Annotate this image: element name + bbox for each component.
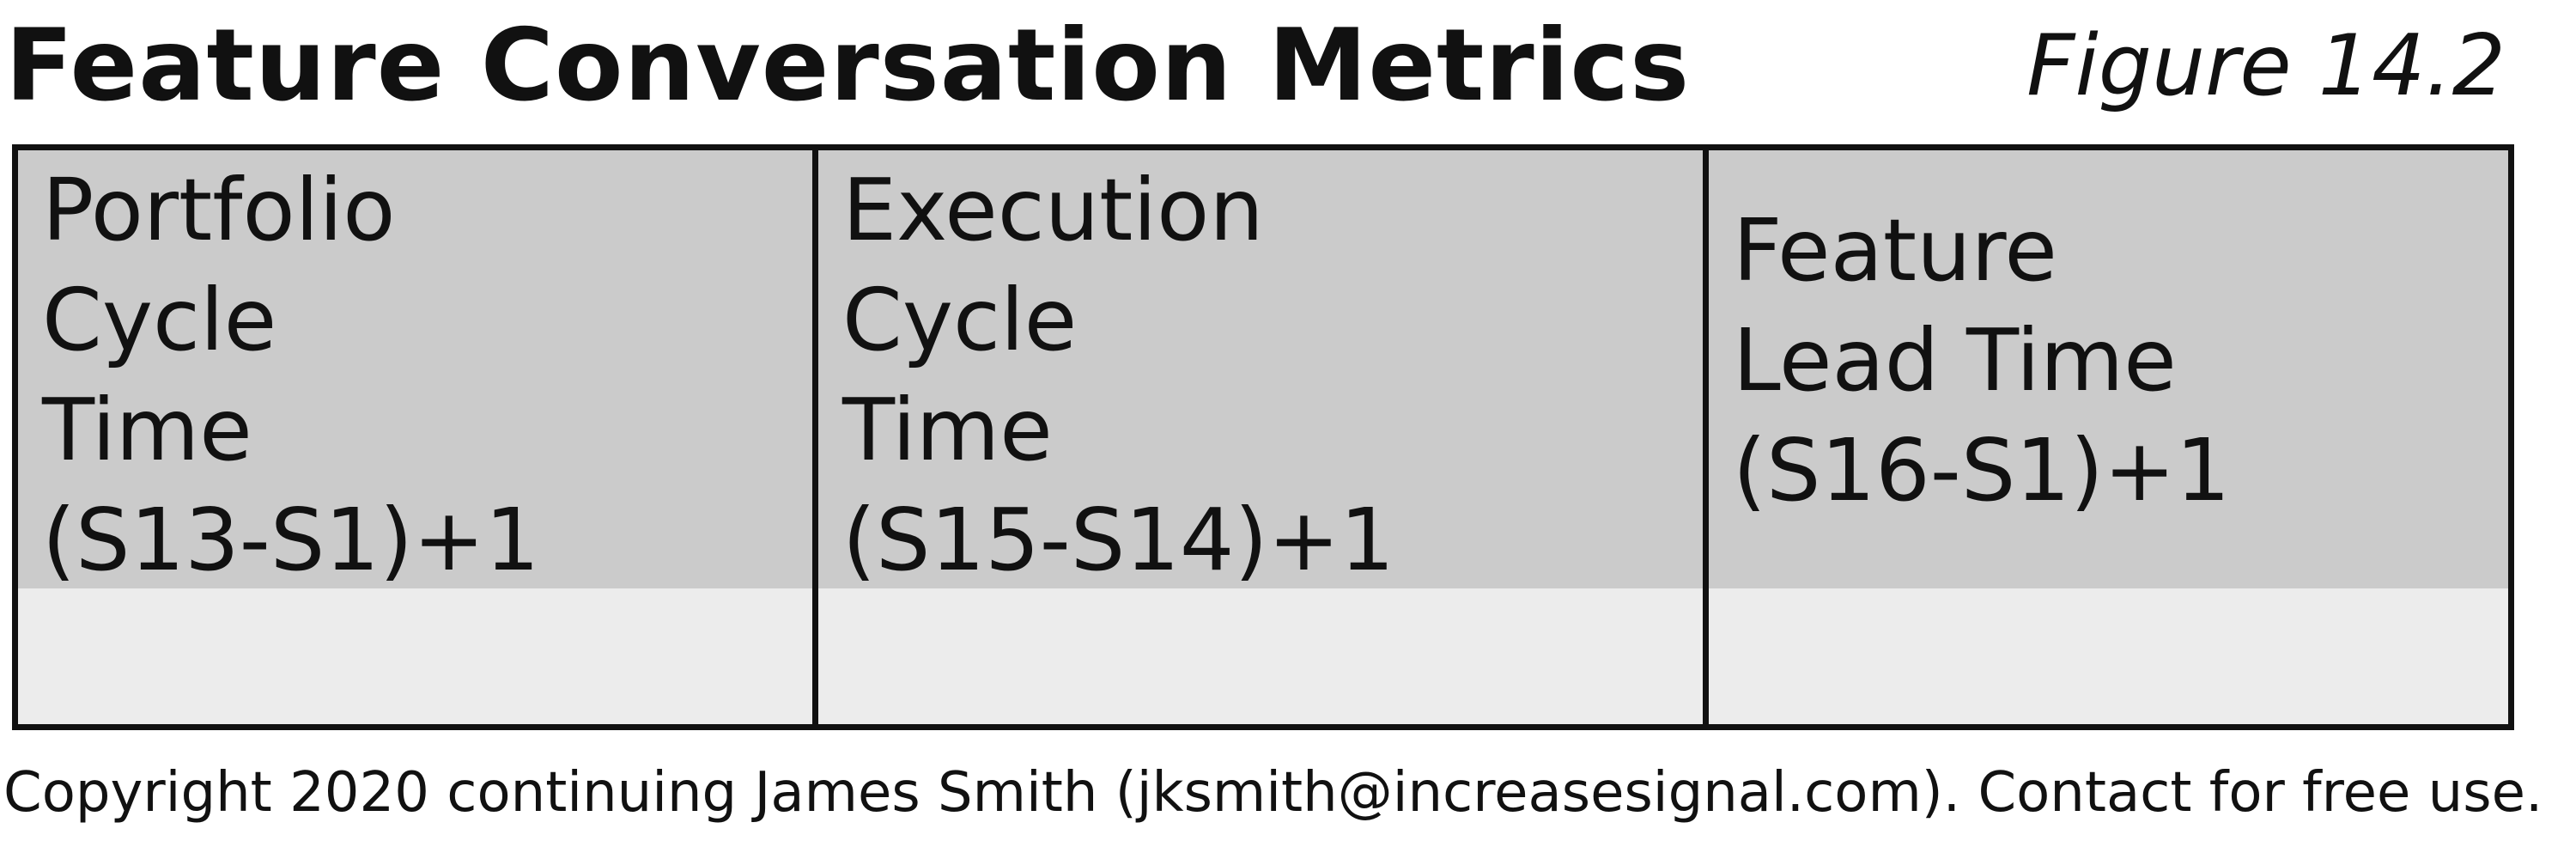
metric-label-line: Portfolio bbox=[42, 160, 396, 260]
metric-label-line: Time bbox=[842, 380, 1053, 480]
metric-formula: (S15-S14)+1 bbox=[842, 490, 1394, 590]
metric-column-feature-lead-time: Feature Lead Time (S16-S1)+1 bbox=[1703, 150, 2508, 724]
metric-column-portfolio-cycle-time: Portfolio Cycle Time (S13-S1)+1 bbox=[18, 150, 812, 724]
metric-formula: (S13-S1)+1 bbox=[42, 490, 540, 590]
metric-value-cell bbox=[1709, 588, 2508, 724]
metric-header: Execution Cycle Time (S15-S14)+1 bbox=[818, 150, 1703, 590]
metrics-table: Portfolio Cycle Time (S13-S1)+1 Executio… bbox=[12, 144, 2514, 730]
figure-label: Figure 14.2 bbox=[2026, 17, 2506, 115]
metric-label-line: Execution bbox=[842, 160, 1264, 260]
metric-formula: (S16-S1)+1 bbox=[1733, 420, 2231, 521]
metric-header: Portfolio Cycle Time (S13-S1)+1 bbox=[18, 150, 812, 590]
metric-label-line: Lead Time bbox=[1733, 310, 2177, 411]
copyright-notice: Copyright 2020 continuing James Smith (j… bbox=[3, 761, 2543, 825]
metric-label-line: Feature bbox=[1733, 200, 2057, 301]
metric-column-execution-cycle-time: Execution Cycle Time (S15-S14)+1 bbox=[812, 150, 1703, 724]
metric-value-cell bbox=[818, 588, 1703, 724]
metric-label-line: Cycle bbox=[42, 270, 277, 370]
metric-value-cell bbox=[18, 588, 812, 724]
metric-label-line: Time bbox=[42, 380, 252, 480]
metric-header: Feature Lead Time (S16-S1)+1 bbox=[1709, 150, 2508, 588]
page-title: Feature Conversation Metrics bbox=[5, 8, 1691, 124]
metric-label-line: Cycle bbox=[842, 270, 1078, 370]
